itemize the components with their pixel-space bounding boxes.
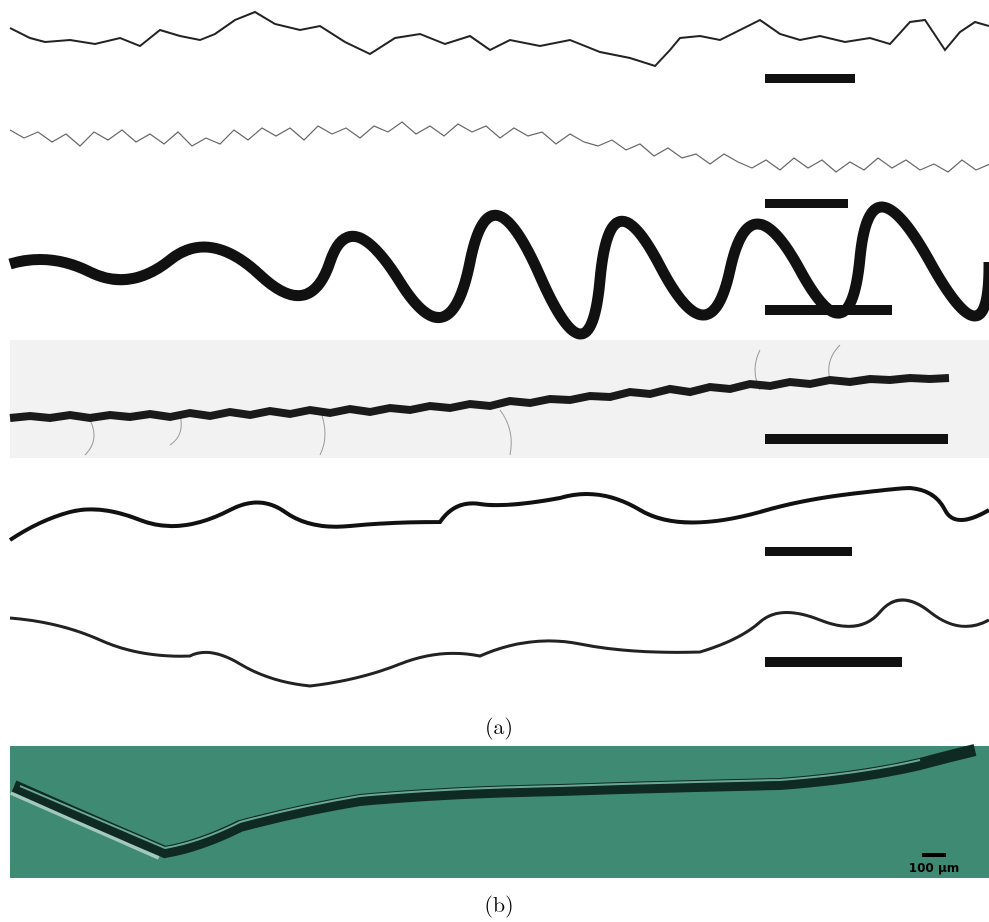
panel-label: (b) (484, 888, 513, 919)
fiber-trace (8, 485, 989, 542)
panel-label: (a) (485, 710, 513, 741)
scale-bar (765, 199, 848, 208)
scale-bar (765, 74, 855, 83)
fiber-trace (9, 598, 989, 688)
fiber-trace (9, 10, 989, 68)
scale-bar (922, 853, 946, 857)
fiber-trace (9, 121, 989, 173)
scale-bar (765, 305, 892, 315)
fiber-trace (8, 201, 989, 340)
fiber-trace (84, 344, 841, 456)
scale-bar (765, 434, 948, 444)
fiber-image (11, 744, 977, 859)
scale-bar (765, 657, 902, 667)
scale-bar (765, 547, 852, 556)
fiber-trace (9, 373, 950, 423)
fiber-image (19, 759, 921, 850)
scale-bar-label: 100 µm (909, 861, 960, 875)
